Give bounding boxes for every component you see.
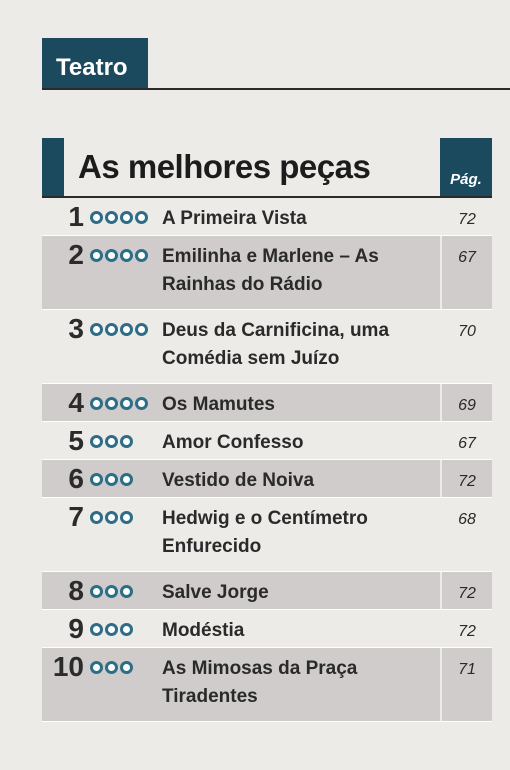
star-icon: [105, 585, 118, 598]
rating-stars: [88, 384, 162, 410]
play-title: Vestido de Noiva: [162, 470, 315, 491]
star-icon: [90, 661, 103, 674]
rank-number: 4: [68, 387, 84, 418]
ranking-header: As melhores peças Pág.: [42, 138, 492, 198]
rating-stars: [88, 236, 162, 262]
rank-number: 9: [68, 613, 84, 644]
list-item: 7 Hedwig e o Centímetro Enfurecido 68: [42, 498, 492, 572]
list-item: 6 Vestido de Noiva 72: [42, 460, 492, 498]
rank-number: 8: [68, 575, 84, 606]
title-accent-bar: [42, 138, 64, 196]
section-label: Teatro: [56, 54, 128, 81]
rank-number: 1: [68, 201, 84, 232]
rating-stars: [88, 610, 162, 636]
page-number: 69: [440, 384, 492, 421]
play-title: Salve Jorge: [162, 582, 269, 603]
star-icon: [105, 661, 118, 674]
list-item: 4 Os Mamutes 69: [42, 384, 492, 422]
star-icon: [105, 323, 118, 336]
rank-number: 5: [68, 425, 84, 456]
page-number: 72: [440, 610, 492, 647]
rank-number: 2: [68, 239, 84, 270]
page-number: 67: [440, 422, 492, 459]
star-icon: [105, 435, 118, 448]
star-icon: [135, 211, 148, 224]
star-icon: [105, 511, 118, 524]
star-icon: [105, 473, 118, 486]
play-title: Modéstia: [162, 620, 245, 641]
star-icon: [105, 211, 118, 224]
page-number: 72: [440, 460, 492, 497]
star-icon: [90, 249, 103, 262]
star-icon: [90, 397, 103, 410]
star-icon: [90, 511, 103, 524]
page-column-label: Pág.: [450, 171, 482, 188]
star-icon: [90, 473, 103, 486]
star-icon: [120, 435, 133, 448]
play-title: As Mimosas da Praça Tiradentes: [162, 658, 358, 707]
rank-number: 3: [68, 313, 84, 344]
star-icon: [120, 623, 133, 636]
section-rule: [42, 88, 510, 90]
rating-stars: [88, 498, 162, 524]
list-item: 1 A Primeira Vista 72: [42, 198, 492, 236]
page-number: 71: [440, 648, 492, 721]
star-icon: [120, 585, 133, 598]
list-item: 10 As Mimosas da Praça Tiradentes 71: [42, 648, 492, 722]
rating-stars: [88, 310, 162, 336]
rank-number: 6: [68, 463, 84, 494]
star-icon: [120, 473, 133, 486]
star-icon: [105, 397, 118, 410]
list-item: 5 Amor Confesso 67: [42, 422, 492, 460]
page-number: 68: [440, 498, 492, 571]
section-tag: Teatro: [42, 38, 148, 88]
rating-stars: [88, 572, 162, 598]
page-number: 72: [440, 572, 492, 609]
page-number: 70: [440, 310, 492, 383]
play-title: Hedwig e o Centímetro Enfurecido: [162, 508, 368, 557]
star-icon: [120, 249, 133, 262]
star-icon: [120, 511, 133, 524]
star-icon: [135, 323, 148, 336]
rank-number: 7: [68, 501, 84, 532]
star-icon: [135, 249, 148, 262]
star-icon: [90, 585, 103, 598]
star-icon: [120, 397, 133, 410]
star-icon: [120, 661, 133, 674]
play-title: Os Mamutes: [162, 394, 275, 415]
page-number: 72: [440, 198, 492, 235]
star-icon: [90, 623, 103, 636]
rating-stars: [88, 648, 162, 674]
ranking-box: As melhores peças Pág. 1 A Primeira Vista…: [42, 138, 492, 743]
star-icon: [135, 397, 148, 410]
play-title: Emilinha e Marlene – As Rainhas do Rádio: [162, 246, 379, 295]
rating-stars: [88, 422, 162, 448]
ranking-list: 1 A Primeira Vista 72 2 Emilinha e Marlene –…: [42, 198, 492, 722]
play-title: A Primeira Vista: [162, 208, 307, 229]
play-title: Amor Confesso: [162, 432, 304, 453]
rating-stars: [88, 460, 162, 486]
star-icon: [90, 211, 103, 224]
rating-stars: [88, 198, 162, 224]
rank-number: 10: [52, 651, 84, 682]
star-icon: [120, 323, 133, 336]
list-item: 2 Emilinha e Marlene – As Rainhas do Rádi…: [42, 236, 492, 310]
list-item: 8 Salve Jorge 72: [42, 572, 492, 610]
star-icon: [105, 249, 118, 262]
ranking-title: As melhores peças: [78, 148, 371, 185]
page-number: 67: [440, 236, 492, 309]
list-item: 3 Deus da Carnificina, uma Comédia sem Ju…: [42, 310, 492, 384]
star-icon: [90, 435, 103, 448]
play-title: Deus da Carnificina, uma Comédia sem Juí…: [162, 320, 390, 369]
list-item: 9 Modéstia 72: [42, 610, 492, 648]
star-icon: [120, 211, 133, 224]
star-icon: [105, 623, 118, 636]
page-column-header: Pág.: [440, 138, 492, 196]
star-icon: [90, 323, 103, 336]
